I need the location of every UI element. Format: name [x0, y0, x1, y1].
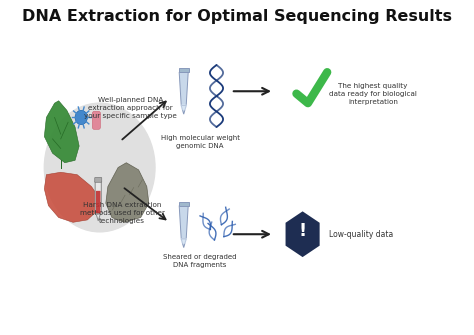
Polygon shape — [179, 206, 188, 239]
Polygon shape — [106, 163, 149, 222]
Polygon shape — [44, 101, 79, 163]
FancyBboxPatch shape — [92, 111, 100, 129]
FancyBboxPatch shape — [95, 181, 101, 213]
Circle shape — [75, 110, 87, 125]
FancyBboxPatch shape — [95, 178, 102, 182]
Polygon shape — [179, 68, 189, 72]
Polygon shape — [181, 106, 186, 114]
Polygon shape — [285, 211, 319, 257]
Polygon shape — [179, 72, 188, 106]
Text: High molecular weight
genomic DNA: High molecular weight genomic DNA — [161, 135, 239, 149]
Text: Harsh DNA extraction
methods used for other
technologies: Harsh DNA extraction methods used for ot… — [80, 202, 164, 224]
Text: DNA Extraction for Optimal Sequencing Results: DNA Extraction for Optimal Sequencing Re… — [22, 9, 452, 24]
Text: Sheared or degraded
DNA fragments: Sheared or degraded DNA fragments — [164, 254, 237, 268]
Polygon shape — [181, 239, 186, 248]
Polygon shape — [180, 105, 187, 110]
Text: Well-planned DNA
extraction approach for
your specific sample type: Well-planned DNA extraction approach for… — [84, 97, 177, 119]
Text: Low-quality data: Low-quality data — [329, 230, 393, 239]
Polygon shape — [96, 213, 100, 221]
Polygon shape — [180, 238, 187, 244]
Text: The highest quality
data ready for biological
interpretation: The highest quality data ready for biolo… — [329, 83, 417, 105]
Polygon shape — [179, 202, 189, 206]
Polygon shape — [44, 172, 100, 222]
FancyBboxPatch shape — [96, 191, 100, 213]
Circle shape — [44, 103, 155, 232]
Text: !: ! — [299, 222, 307, 241]
